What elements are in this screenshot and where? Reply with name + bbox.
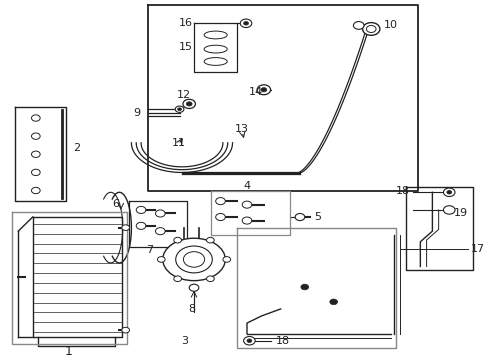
Circle shape (215, 213, 225, 221)
Circle shape (366, 26, 375, 32)
Text: 17: 17 (470, 244, 484, 254)
Circle shape (173, 276, 181, 282)
Text: 10: 10 (384, 21, 397, 31)
Circle shape (173, 237, 181, 243)
Circle shape (362, 23, 379, 35)
Text: 3: 3 (181, 336, 187, 346)
Circle shape (443, 206, 454, 214)
Text: 5: 5 (314, 212, 321, 222)
Ellipse shape (203, 58, 227, 66)
Text: 11: 11 (171, 138, 185, 148)
Text: 8: 8 (188, 304, 195, 314)
Circle shape (31, 187, 40, 194)
Circle shape (242, 201, 251, 208)
Circle shape (353, 22, 363, 29)
Circle shape (31, 133, 40, 139)
Circle shape (186, 102, 192, 106)
Text: 7: 7 (146, 245, 153, 255)
Text: 18: 18 (275, 336, 289, 346)
Text: 1: 1 (65, 345, 73, 358)
Text: 4: 4 (243, 181, 250, 191)
Circle shape (257, 85, 270, 95)
Text: 9: 9 (133, 108, 140, 118)
Text: 2: 2 (73, 143, 80, 153)
Circle shape (189, 284, 199, 291)
Circle shape (122, 327, 129, 333)
Circle shape (177, 108, 181, 111)
Circle shape (443, 188, 454, 197)
Circle shape (175, 246, 212, 273)
Circle shape (183, 99, 195, 108)
Circle shape (155, 228, 165, 235)
Circle shape (215, 198, 225, 204)
Circle shape (206, 276, 214, 282)
Circle shape (157, 257, 165, 262)
Text: 12: 12 (176, 90, 190, 100)
Text: 14: 14 (248, 86, 263, 96)
Text: 16: 16 (178, 18, 192, 28)
Text: 6: 6 (112, 199, 119, 208)
Circle shape (206, 237, 214, 243)
Text: 13: 13 (235, 123, 249, 134)
Circle shape (242, 217, 251, 224)
Circle shape (155, 210, 165, 217)
Circle shape (446, 190, 451, 194)
Circle shape (329, 299, 337, 305)
Text: 15: 15 (178, 42, 192, 52)
Circle shape (31, 151, 40, 157)
Circle shape (31, 115, 40, 121)
Circle shape (136, 206, 145, 213)
Ellipse shape (163, 238, 225, 281)
Circle shape (175, 106, 183, 112)
Text: 18: 18 (395, 185, 409, 195)
Circle shape (31, 169, 40, 176)
Circle shape (223, 257, 230, 262)
Circle shape (243, 22, 248, 25)
Circle shape (300, 284, 308, 290)
Circle shape (183, 252, 204, 267)
Ellipse shape (203, 31, 227, 39)
Circle shape (243, 337, 255, 345)
Text: 19: 19 (453, 208, 467, 219)
Circle shape (246, 339, 251, 342)
Circle shape (136, 222, 145, 229)
Circle shape (240, 19, 251, 28)
Circle shape (122, 225, 129, 230)
Circle shape (261, 87, 266, 92)
Ellipse shape (203, 45, 227, 53)
Circle shape (295, 213, 304, 221)
